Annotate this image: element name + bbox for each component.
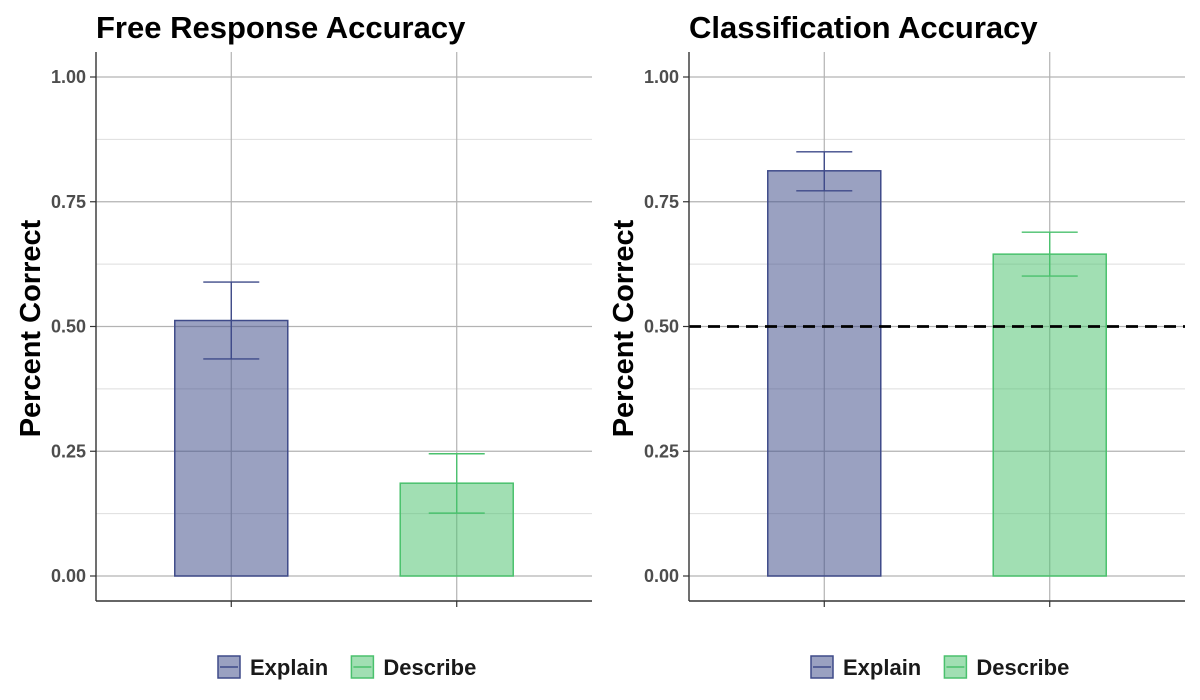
chart-title: Classification Accuracy	[689, 10, 1038, 45]
y-tick-label: 0.75	[51, 192, 86, 212]
error-bars	[203, 281, 485, 514]
legend: Explain Describe	[810, 655, 1069, 680]
y-tick-label: 0.25	[51, 441, 86, 461]
legend-label-describe: Describe	[976, 655, 1069, 680]
chart-panel-2: 0.00 0.25 0.50 0.75 1.00 Classification Accur…	[608, 10, 1185, 680]
y-tick-label: 0.50	[51, 317, 86, 337]
legend-label-explain: Explain	[843, 655, 921, 680]
gridlines	[96, 52, 592, 601]
bars	[767, 170, 1107, 577]
y-ticks: 0.00 0.25 0.50 0.75 1.00	[51, 67, 96, 586]
legend-item-describe: Describe	[350, 655, 476, 680]
y-tick-label: 0.00	[644, 566, 679, 586]
y-tick-label: 1.00	[644, 67, 679, 87]
error-bars	[796, 151, 1078, 277]
legend: Explain Describe	[217, 655, 476, 680]
legend-item-describe: Describe	[943, 655, 1069, 680]
bar-explain	[174, 319, 289, 577]
chart-panel-1: 0.00 0.25 0.50 0.75 1.00 Free Response Accura…	[15, 10, 592, 680]
bar-describe	[992, 253, 1107, 577]
legend-item-explain: Explain	[217, 655, 328, 680]
y-tick-label: 0.00	[51, 566, 86, 586]
legend-item-explain: Explain	[810, 655, 921, 680]
y-ticks: 0.00 0.25 0.50 0.75 1.00	[644, 67, 689, 586]
bar-explain	[767, 170, 882, 577]
y-axis-label: Percent Correct	[15, 219, 47, 437]
y-tick-label: 0.50	[644, 317, 679, 337]
y-axis-label: Percent Correct	[608, 219, 640, 437]
y-tick-label: 0.25	[644, 441, 679, 461]
legend-label-describe: Describe	[383, 655, 476, 680]
y-tick-label: 1.00	[51, 67, 86, 87]
y-tick-label: 0.75	[644, 192, 679, 212]
chart-title: Free Response Accuracy	[96, 10, 466, 45]
legend-label-explain: Explain	[250, 655, 328, 680]
